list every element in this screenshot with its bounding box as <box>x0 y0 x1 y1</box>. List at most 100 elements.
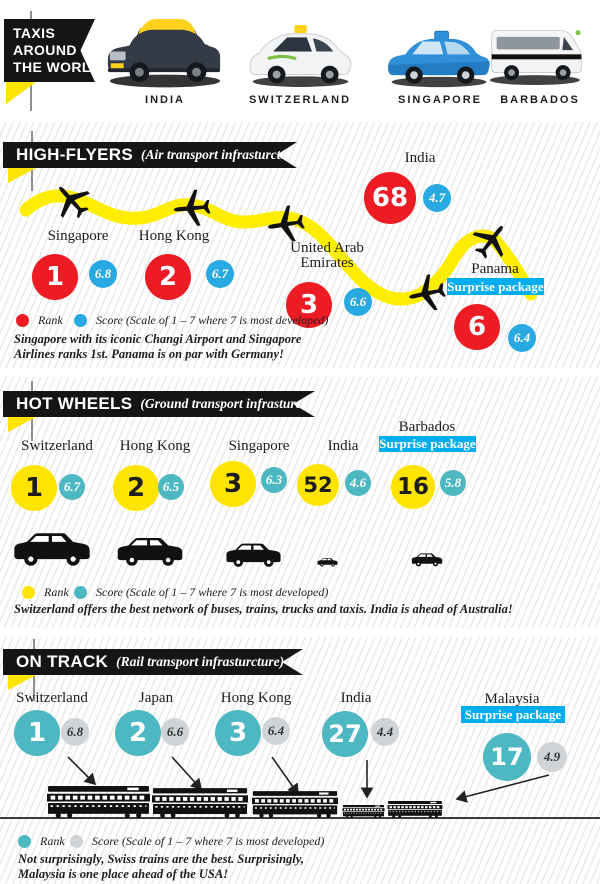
score-dot-icon <box>74 314 87 327</box>
india-taxi-illustration <box>107 18 221 88</box>
air-section-subtitle: (Air transport infrasturcture) <box>140 147 304 162</box>
rail-country-label: Switzerland <box>16 690 88 706</box>
train-icon <box>387 801 443 818</box>
air-score-circle: 6.8 <box>89 260 117 288</box>
car-icon <box>117 537 183 566</box>
ground-rank-circle: 1 <box>11 465 57 511</box>
air-rank-circle: 6 <box>454 304 500 350</box>
rail-caption-line2: Malaysia is one place ahead of the USA! <box>18 867 229 881</box>
train-icon <box>342 805 385 818</box>
car-icon <box>317 557 338 567</box>
barbados-taxi-illustration <box>489 29 582 86</box>
ground-rank-circle: 52 <box>297 464 339 506</box>
rail-score-circle: 6.8 <box>61 718 89 746</box>
rail-rank-circle: 1 <box>14 710 60 756</box>
rail-rank-circle: 27 <box>322 711 368 757</box>
airplane-icon <box>173 189 211 226</box>
rail-legend-score-label: Score (Scale of 1 – 7 where 7 is most de… <box>92 834 325 848</box>
rail-pointer-arrows <box>67 756 550 803</box>
rail-section-title: ON TRACK <box>16 652 109 671</box>
rail-legend-score: Score (Scale of 1 – 7 where 7 is most de… <box>70 834 324 849</box>
ground-score-circle: 4.6 <box>345 470 371 496</box>
air-country-label: Hong Kong <box>138 228 210 244</box>
rail-rank-circle: 2 <box>115 710 161 756</box>
air-score-circle: 4.7 <box>423 184 451 212</box>
ground-section-header: HOT WHEELS (Ground transport infrasturct… <box>3 391 315 417</box>
car-icon <box>14 533 90 566</box>
train-icon <box>252 791 338 818</box>
air-score-circle: 6.7 <box>206 260 234 288</box>
score-dot-icon <box>70 835 83 848</box>
ground-caption-line1: Switzerland offers the best network of b… <box>14 602 513 616</box>
rank-dot-icon <box>16 314 29 327</box>
ground-caption: Switzerland offers the best network of b… <box>14 602 589 617</box>
air-country-label: United Arab Emirates <box>290 240 364 271</box>
ground-section-subtitle: (Ground transport infrasturcture) <box>140 396 329 411</box>
rail-rank-circle: 3 <box>215 710 261 756</box>
page-title: TAXIS AROUND THE WORLD <box>13 25 101 76</box>
singapore-taxi-illustration <box>388 30 490 88</box>
taxi-label-singapore: SINGAPORE <box>397 94 482 106</box>
ground-rank-circle: 16 <box>391 465 435 509</box>
rail-section-header: ON TRACK (Rail transport infrasturcture) <box>3 649 303 675</box>
ground-score-circle: 6.5 <box>158 474 184 500</box>
air-legend-rank-label: Rank <box>38 313 63 327</box>
ground-section-title: HOT WHEELS <box>16 394 133 413</box>
ground-legend-score-label: Score (Scale of 1 – 7 where 7 is most de… <box>96 585 329 599</box>
score-dot-icon <box>74 586 87 599</box>
air-legend-score-label: Score (Scale of 1 – 7 where 7 is most de… <box>96 313 329 327</box>
ground-country-label: Hong Kong <box>119 438 191 454</box>
air-country-label: Singapore <box>47 228 109 244</box>
ground-section-background <box>0 377 600 628</box>
air-caption-line1: Singapore with its iconic Changi Airport… <box>14 332 302 346</box>
air-rank-circle: 2 <box>145 254 191 300</box>
train-icon <box>47 786 150 818</box>
rail-surprise-package-banner: Surprise package <box>461 706 565 723</box>
rail-score-circle: 6.6 <box>161 718 189 746</box>
air-surprise-package-banner: Surprise package <box>447 278 544 295</box>
ground-score-circle: 6.3 <box>261 467 287 493</box>
air-section-title: HIGH-FLYERS <box>16 145 133 164</box>
ground-legend-score: Score (Scale of 1 – 7 where 7 is most de… <box>74 585 328 600</box>
airplane-icon <box>472 225 504 259</box>
air-rank-circle: 1 <box>32 254 78 300</box>
ground-rank-circle: 2 <box>113 465 159 511</box>
page-title-line2: AROUND <box>13 42 77 58</box>
page-title-line1: TAXIS <box>13 25 56 41</box>
ground-surprise-package-banner: Surprise package <box>379 436 476 452</box>
air-country-label: Panama <box>471 261 519 277</box>
rail-legend-rank-label: Rank <box>40 834 65 848</box>
ground-country-label: Barbados <box>398 419 456 435</box>
rail-section-subtitle: (Rail transport infrasturcture) <box>116 654 285 669</box>
rail-score-circle: 6.4 <box>262 717 290 745</box>
ground-legend-rank-label: Rank <box>44 585 69 599</box>
taxi-label-switzerland: SWITZERLAND <box>248 94 352 106</box>
page-title-line3: THE WORLD <box>13 59 102 75</box>
air-rank-circle: 68 <box>364 172 416 224</box>
rail-country-label: India <box>340 690 372 706</box>
ground-score-circle: 5.8 <box>440 470 466 496</box>
rail-country-label: Malaysia <box>484 691 540 707</box>
air-rank-circle: 3 <box>286 282 332 328</box>
rail-legend-rank: Rank <box>18 834 65 849</box>
car-icon <box>226 543 281 567</box>
air-country-label: India <box>404 150 436 166</box>
air-caption-line2: Airlines ranks 1st. Panama is on par wit… <box>14 347 284 361</box>
air-caption: Singapore with its iconic Changi Airport… <box>14 332 301 362</box>
ground-legend-rank: Rank <box>22 585 69 600</box>
rail-country-label: Japan <box>138 690 174 706</box>
ground-rank-circle: 3 <box>210 461 256 507</box>
air-legend-score: Score (Scale of 1 – 7 where 7 is most de… <box>74 313 328 328</box>
taxi-label-barbados: BARBADOS <box>500 94 580 106</box>
ground-country-label: Singapore <box>228 438 290 454</box>
air-score-circle: 6.6 <box>344 288 372 316</box>
flight-path <box>19 189 538 306</box>
track-line <box>0 817 600 819</box>
air-legend-rank: Rank <box>16 313 63 328</box>
rail-caption-line1: Not surprisingly, Swiss trains are the b… <box>18 852 304 866</box>
switzerland-taxi-illustration <box>249 25 352 87</box>
rail-caption: Not surprisingly, Swiss trains are the b… <box>18 852 304 882</box>
rail-rank-circle: 17 <box>483 733 531 781</box>
train-icon <box>152 788 248 818</box>
